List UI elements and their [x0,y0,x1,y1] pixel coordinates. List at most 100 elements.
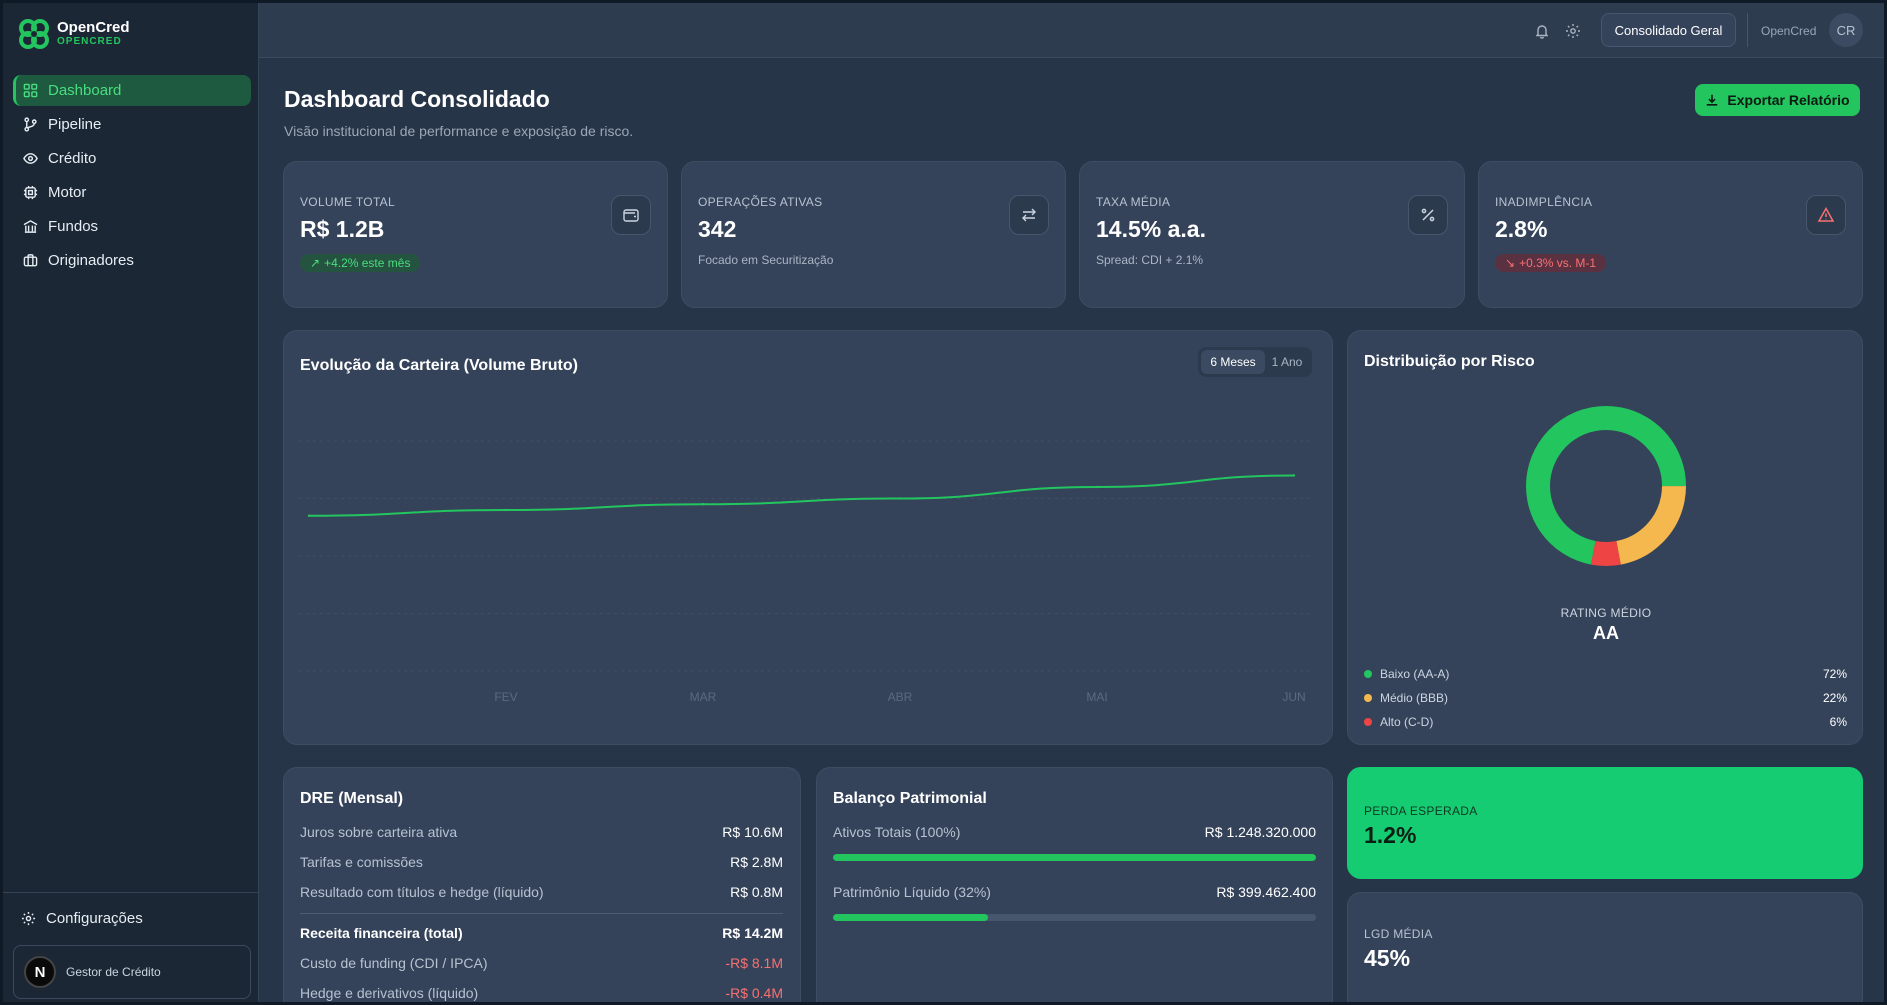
x-tick-label: JUN [1282,690,1305,704]
portfolio-chart-card: Evolução da Carteira (Volume Bruto) 6 Me… [283,330,1333,745]
arrows-exchange-icon [1009,195,1049,235]
toggle-6-meses[interactable]: 6 Meses [1201,350,1265,374]
kpi-value: 14.5% a.a. [1096,216,1206,242]
warning-triangle-icon [1806,195,1846,235]
legend-label: Baixo (AA-A) [1380,667,1450,681]
progress-bar-ativos [833,854,1316,861]
sidebar-item-motor[interactable]: Motor [13,177,251,208]
sidebar-item-label: Pipeline [48,116,102,133]
avatar[interactable]: CR [1829,13,1863,47]
wallet-icon [611,195,651,235]
sidebar-item-label: Motor [48,184,87,201]
x-tick-label: ABR [888,690,913,704]
dre-row-value: -R$ 8.1M [725,955,783,971]
dre-card: DRE (Mensal) Juros sobre carteira ativa … [283,767,801,1002]
trend-badge: ↗ +4.2% este mês [300,254,421,272]
balance-row-ativos: Ativos Totais (100%) R$ 1.248.320.000 [833,824,1316,840]
dre-row-value: R$ 10.6M [722,824,783,840]
arrow-down-right-icon: ↘ [1505,256,1516,270]
grid-icon [23,83,38,98]
dre-row-value: -R$ 0.4M [725,985,783,1001]
kpi-label: VOLUME TOTAL [300,195,395,209]
opencred-logo-icon [19,19,49,49]
donut-group [1526,406,1686,566]
dre-row: Tarifas e comissões R$ 2.8M [300,854,783,870]
x-tick-label: MAI [1086,690,1107,704]
period-toggle: 6 Meses 1 Ano [1198,347,1312,377]
progress-fill [833,914,988,921]
legend-label: Médio (BBB) [1380,691,1449,705]
donut-slice [1526,406,1686,566]
topbar: Consolidado Geral OpenCred CR [259,3,1884,58]
brand-subtitle: OPENCRED [57,36,122,47]
user-name: Gestor de Crédito [66,965,161,979]
brand[interactable]: OpenCred OPENCRED [19,19,130,49]
balance-title: Balanço Patrimonial [833,790,987,807]
sidebar-item-label: Dashboard [48,82,122,99]
dre-row-label: Tarifas e comissões [300,854,423,870]
download-icon [1707,94,1718,106]
dre-divider [300,913,783,914]
progress-bar-patrimonio [833,914,1316,921]
trend-badge: ↘ +0.3% vs. M-1 [1495,254,1607,272]
context-selector-button[interactable]: Consolidado Geral [1601,13,1736,47]
dre-row-value: R$ 0.8M [730,884,783,900]
legend-label: Alto (C-D) [1380,715,1434,729]
lgd-label: LGD MÉDIA [1364,927,1433,941]
rating-value: AA [1593,623,1619,643]
progress-fill [833,854,1316,861]
dre-row-total: Receita financeira (total) R$ 14.2M [300,925,783,941]
kpi-value: 2.8% [1495,216,1548,242]
dre-row-value: R$ 14.2M [722,925,783,941]
expected-loss-card: PERDA ESPERADA 1.2% [1347,767,1863,879]
dre-row: Custo de funding (CDI / IPCA) -R$ 8.1M [300,955,783,971]
portfolio-line-chart: FEV MAR ABR MAI JUN [299,440,1314,704]
org-name: OpenCred [1761,24,1817,38]
sidebar-item-configuracoes[interactable]: Configurações [21,910,143,927]
legend-dot [1364,694,1372,702]
dre-row-label: Juros sobre carteira ativa [300,824,458,840]
toggle-1-ano[interactable]: 1 Ano [1271,355,1303,369]
sidebar-item-label: Crédito [48,150,97,167]
cpu-icon [23,185,38,200]
topbar-divider [1747,13,1748,47]
settings-label: Configurações [46,910,143,927]
gear-icon[interactable] [1565,23,1581,39]
sidebar: OpenCred OPENCRED Dashboard Pipeline Cré… [3,3,259,1002]
dre-row-label: Hedge e derivativos (líquido) [300,985,479,1001]
brand-name: OpenCred [57,19,130,36]
bell-icon[interactable] [1534,23,1550,39]
sidebar-item-credito[interactable]: Crédito [13,143,251,174]
balance-row-label: Ativos Totais (100%) [833,824,961,840]
kpi-subtext: Focado em Securitização [698,253,834,267]
page-subtitle: Visão institucional de performance e exp… [284,123,634,139]
sidebar-item-originadores[interactable]: Originadores [13,245,251,276]
dre-row: Juros sobre carteira ativa R$ 10.6M [300,824,783,840]
risk-distribution-card: Distribuição por Risco RATING MÉDIO AA B… [1347,330,1863,745]
export-label: Exportar Relatório [1727,92,1850,108]
dre-title: DRE (Mensal) [300,790,404,807]
sidebar-item-dashboard[interactable]: Dashboard [13,75,251,106]
sidebar-footer: Configurações N Gestor de Crédito [3,892,259,999]
dre-row-value: R$ 2.8M [730,854,783,870]
user-card[interactable]: N Gestor de Crédito [13,945,251,999]
arrow-up-right-icon: ↗ [310,256,321,270]
dre-row-label: Resultado com títulos e hedge (líquido) [300,884,544,900]
risk-title: Distribuição por Risco [1364,353,1535,370]
legend-item-alto: Alto (C-D) 6% [1364,714,1847,730]
legend-value: 6% [1829,715,1847,729]
git-branch-icon [24,117,37,132]
sidebar-item-pipeline[interactable]: Pipeline [13,109,251,140]
data-point [898,497,902,500]
sidebar-nav: Dashboard Pipeline Crédito Motor Fundos … [13,75,251,279]
balance-row-label: Patrimônio Líquido (32%) [833,884,991,900]
data-point [701,503,705,506]
sidebar-item-fundos[interactable]: Fundos [13,211,251,242]
data-point [504,508,508,512]
data-point [1095,485,1099,489]
kpi-card-inadimplencia: INADIMPLÊNCIA 2.8% ↘ +0.3% vs. M-1 [1478,161,1863,308]
export-report-button[interactable]: Exportar Relatório [1695,84,1860,116]
balance-row-patrimonio: Patrimônio Líquido (32%) R$ 399.462.400 [833,884,1316,900]
kpi-label: INADIMPLÊNCIA [1495,195,1593,209]
series-line [308,474,1295,517]
